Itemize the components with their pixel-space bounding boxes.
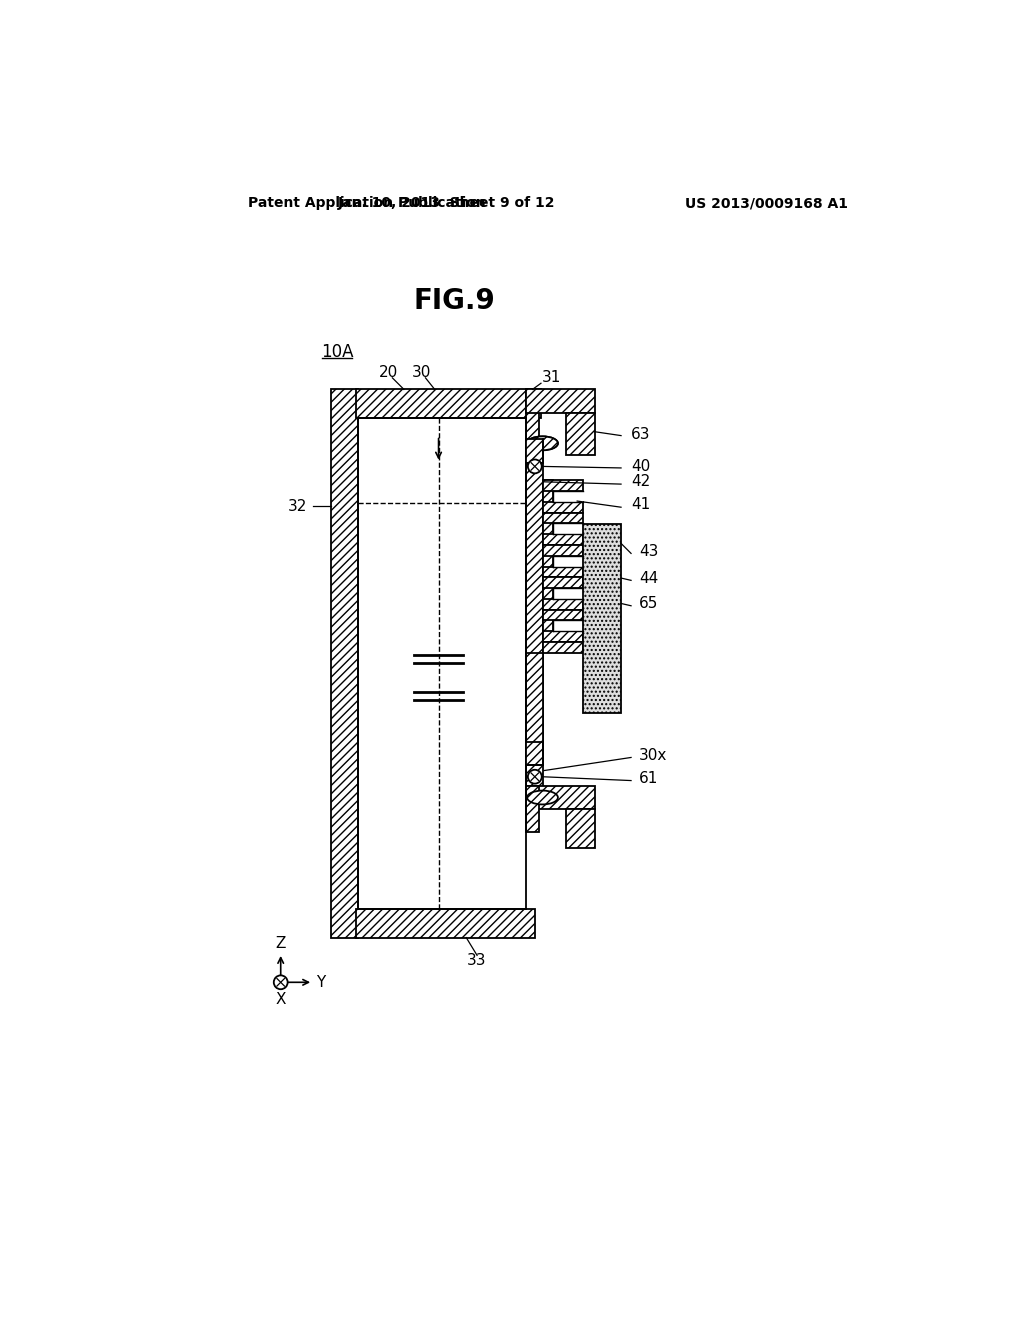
Bar [543,512,583,524]
Bar [543,535,583,545]
Text: 44: 44 [639,570,658,586]
Bar [543,502,583,512]
Ellipse shape [527,437,558,450]
Text: Z: Z [275,936,286,952]
Text: 30: 30 [412,364,431,380]
Text: Jan. 10, 2013  Sheet 9 of 12: Jan. 10, 2013 Sheet 9 of 12 [338,197,555,210]
Circle shape [273,975,288,989]
Bar [543,631,583,642]
Text: 31: 31 [542,371,561,385]
Bar [543,512,553,545]
Bar [543,599,583,610]
Bar [565,809,595,847]
Bar [357,418,525,909]
Bar [543,545,553,577]
Text: US 2013/0009168 A1: US 2013/0009168 A1 [685,197,848,210]
Bar [543,577,553,610]
Bar [525,440,543,462]
Bar [543,610,583,620]
Text: X: X [275,991,286,1007]
Text: 65: 65 [639,595,658,611]
Bar [553,491,583,502]
Text: 43: 43 [639,544,658,558]
Bar [525,440,543,791]
Ellipse shape [527,791,558,804]
Bar [525,389,540,440]
Text: 41: 41 [631,498,650,512]
Text: Y: Y [316,974,326,990]
Circle shape [528,459,542,474]
Text: 30x: 30x [639,747,667,763]
Bar [543,480,553,512]
Text: 20: 20 [379,364,398,380]
Text: 40: 40 [631,459,650,474]
Bar [331,389,357,937]
Bar [553,589,583,599]
Text: FIG.9: FIG.9 [413,286,495,315]
Text: Patent Application Publication: Patent Application Publication [248,197,485,210]
Bar [525,389,595,412]
Bar [543,566,583,577]
Text: 61: 61 [639,771,658,785]
Bar [356,389,541,418]
Ellipse shape [527,437,558,450]
Bar [543,480,583,491]
Bar [553,556,583,566]
Bar [543,642,583,653]
Bar [525,785,595,809]
Circle shape [528,770,542,784]
Bar [543,610,553,642]
Bar [553,620,583,631]
Bar [543,577,583,589]
Text: 33: 33 [467,953,486,969]
Bar [553,524,583,535]
Bar [565,413,595,455]
Bar [543,545,583,556]
Bar [356,909,535,937]
Bar [525,653,543,760]
Text: 10A: 10A [322,343,354,362]
Text: 63: 63 [631,426,650,442]
Bar [525,785,540,832]
Text: 32: 32 [289,499,307,513]
Bar [525,742,543,766]
Text: 42: 42 [631,474,650,490]
Bar [583,524,621,713]
